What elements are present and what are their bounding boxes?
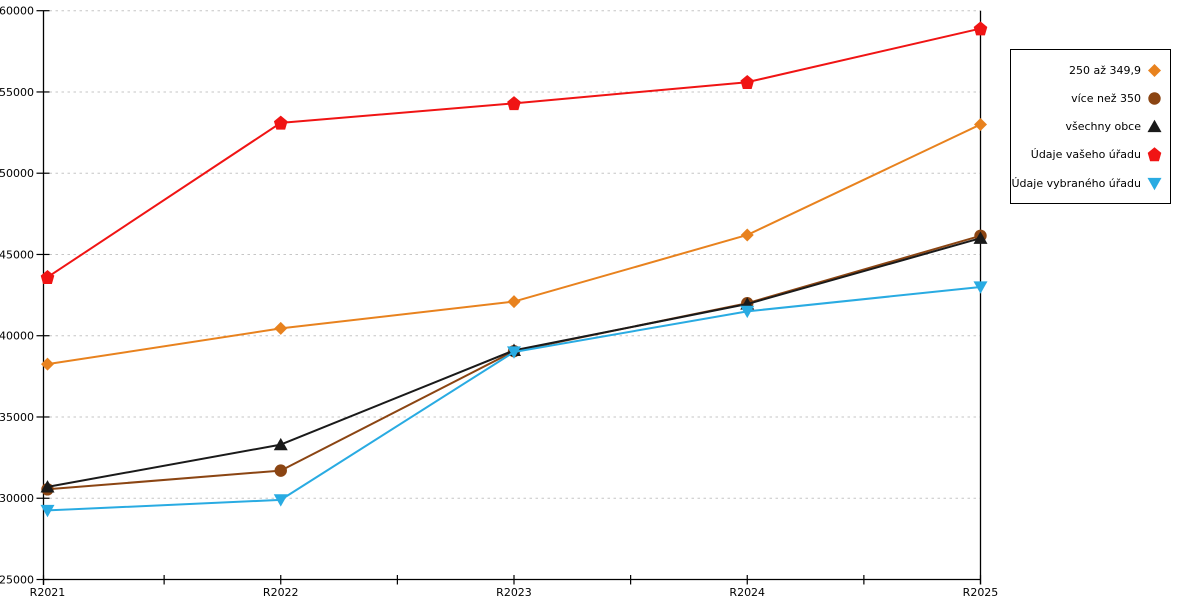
y-tick-label: 30000: [0, 492, 34, 505]
y-tick-label: 25000: [0, 574, 34, 587]
data-point-marker: [273, 494, 288, 507]
pentagon-marker-icon: [1147, 147, 1162, 162]
x-tick-label: R2021: [30, 586, 66, 599]
diamond-marker-icon: [1148, 63, 1161, 77]
legend-label: Údaje vašeho úřadu: [1030, 148, 1141, 162]
gridlines: [43, 10, 981, 499]
y-tick-label: 40000: [0, 330, 34, 343]
series-250-az-349-9: [41, 117, 987, 371]
legend-label: 250 až 349,9: [1069, 63, 1141, 77]
data-point-marker: [973, 281, 988, 294]
legend-label: více než 350: [1071, 91, 1141, 105]
x-axis-labels: R2021 R2022 R2023 R2024 R2025: [30, 586, 999, 599]
series-udaje-vaseho-uradu: [40, 21, 988, 285]
triangle-down-marker-icon: [1147, 177, 1162, 190]
data-point-marker: [740, 305, 755, 319]
legend-label: Údaje vybraného úřadu: [1011, 176, 1142, 190]
data-point-marker: [40, 480, 55, 493]
data-point-marker: [973, 231, 988, 244]
y-tick-label: 60000: [0, 5, 34, 18]
legend-label: všechny obce: [1065, 120, 1141, 133]
y-tick-label: 50000: [0, 167, 34, 180]
data-point-marker: [974, 117, 987, 131]
legend-item-vsechny-obce: všechny obce: [1015, 118, 1162, 136]
data-point-marker: [40, 504, 55, 518]
x-tick-label: R2025: [963, 586, 999, 599]
data-point-marker: [507, 295, 521, 309]
y-tick-label: 55000: [0, 86, 34, 99]
legend-item-vice-nez-350: více než 350: [1015, 89, 1162, 107]
circle-marker-icon: [1148, 92, 1161, 105]
chart-legend: 250 až 349,9 více než 350 všechny obce Údaj…: [1010, 49, 1171, 204]
data-point-marker: [273, 437, 288, 451]
series-udaje-vybraneho-uradu: [40, 281, 988, 518]
x-tick-label: R2024: [729, 586, 765, 599]
data-point-marker: [41, 357, 54, 371]
data-point-marker: [740, 228, 754, 242]
data-point-marker: [507, 346, 521, 359]
data-point-marker: [973, 21, 988, 36]
series-vsechny-obce: [40, 231, 988, 493]
y-axis-labels: 25000 30000 35000 40000 45000 50000 55000 60000: [0, 5, 34, 587]
data-point-marker: [273, 115, 288, 130]
triangle-up-marker-icon: [1147, 119, 1162, 133]
series-line: [46, 234, 982, 491]
legend-item-udaje-vaseho-uradu: Údaje vašeho úřadu: [1015, 146, 1162, 164]
data-point-marker: [40, 270, 55, 285]
data-point-marker: [740, 75, 755, 90]
data-point-marker: [274, 321, 288, 335]
series-line: [46, 285, 982, 512]
series-vice-nez-350: [41, 229, 987, 496]
x-axis-ticks: [42, 575, 982, 585]
series-line: [46, 123, 982, 366]
data-point-marker: [507, 96, 521, 111]
legend-item-udaje-vybraneho-uradu: Údaje vybraného úřadu: [1011, 174, 1162, 192]
data-point-marker: [274, 464, 287, 477]
y-axis-ticks: [36, 10, 50, 581]
y-tick-label: 35000: [0, 411, 34, 424]
y-tick-label: 45000: [0, 248, 34, 261]
legend-item-250-az-349-9: 250 až 349,9: [1015, 61, 1162, 79]
series-line: [46, 27, 982, 279]
x-tick-label: R2023: [496, 586, 532, 599]
x-tick-label: R2022: [263, 586, 299, 599]
